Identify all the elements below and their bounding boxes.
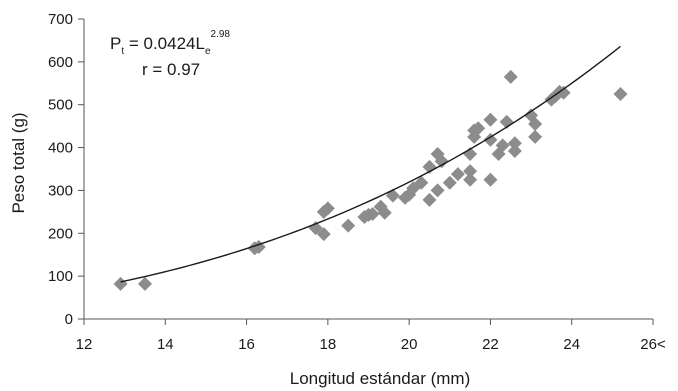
data-point <box>341 218 356 233</box>
y-tick-label: 100 <box>48 268 73 285</box>
data-point <box>499 114 514 129</box>
y-tick-label: 700 <box>48 11 73 28</box>
data-point <box>556 85 571 100</box>
x-tick-label: 16 <box>238 336 255 353</box>
data-point <box>316 227 331 242</box>
data-point <box>450 167 465 182</box>
data-point <box>113 276 128 291</box>
y-tick-label: 400 <box>48 140 73 157</box>
data-point <box>430 183 445 198</box>
y-tick-label: 0 <box>65 311 73 328</box>
x-tick-label: 12 <box>76 336 93 353</box>
x-axis-title: Longitud estándar (mm) <box>290 369 470 388</box>
equation-symbol: P <box>110 34 121 53</box>
data-point <box>528 117 543 131</box>
x-tick-label: 14 <box>157 336 174 353</box>
data-point <box>422 192 437 207</box>
data-point <box>528 129 543 144</box>
data-point <box>442 175 457 190</box>
x-tick-label: 20 <box>401 336 418 353</box>
data-point <box>471 121 486 136</box>
correlation-annotation: r = 0.97 <box>142 60 200 79</box>
data-point <box>365 207 380 221</box>
x-tick-label: 24 <box>563 336 580 353</box>
data-point <box>414 175 429 190</box>
x-tick-label: 18 <box>320 336 337 353</box>
data-point <box>463 172 478 187</box>
y-tick-label: 300 <box>48 182 73 199</box>
x-tick-label: 22 <box>482 336 499 353</box>
data-point <box>483 172 498 187</box>
x-axis-ticks: 12 14 16 18 20 22 24 26< <box>76 319 666 353</box>
data-point <box>137 276 152 291</box>
data-point <box>320 201 335 216</box>
data-point <box>377 205 392 220</box>
y-tick-label: 500 <box>48 97 73 114</box>
data-point <box>503 69 518 84</box>
data-points <box>113 69 628 291</box>
data-point <box>613 87 628 101</box>
equation-exponent: 2.98 <box>211 29 231 40</box>
data-point <box>483 132 498 147</box>
data-point <box>463 164 478 179</box>
equation-subscript-e: e <box>205 46 211 57</box>
y-tick-label: 600 <box>48 54 73 71</box>
fit-curve <box>120 45 621 283</box>
data-point <box>507 144 522 158</box>
equation-annotation: Pt = 0.0424Le2.98 <box>110 29 230 57</box>
y-tick-label: 200 <box>48 225 73 242</box>
x-tick-label: 26< <box>640 336 666 353</box>
data-point <box>483 112 498 127</box>
equation-subscript-t: t <box>121 46 124 57</box>
y-axis-title: Peso total (g) <box>9 112 28 213</box>
data-point <box>507 136 522 151</box>
data-point <box>495 138 510 153</box>
data-point <box>434 154 449 169</box>
equation-body: = 0.0424L <box>124 34 205 53</box>
y-axis-ticks: 0 100 200 300 400 500 600 700 <box>48 11 84 328</box>
